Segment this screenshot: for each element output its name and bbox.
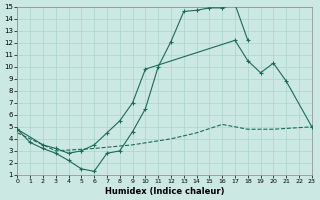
X-axis label: Humidex (Indice chaleur): Humidex (Indice chaleur): [105, 187, 224, 196]
